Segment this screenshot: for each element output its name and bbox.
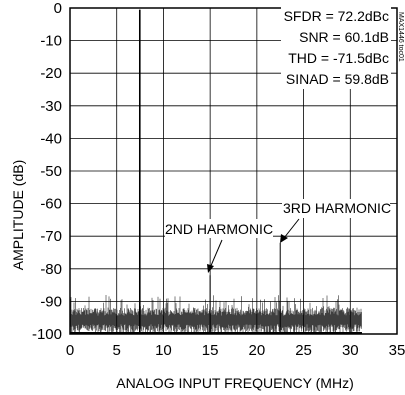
x-tick-label: 5 <box>113 342 121 359</box>
x-tick-label: 0 <box>66 342 74 359</box>
annotation-2nd-arrowhead <box>207 264 214 273</box>
stats-box <box>281 7 391 89</box>
stat-snr: SNR = 60.1dB <box>299 29 389 45</box>
y-tick-labels: 0 -10 -20 -30 -40 -50 -60 -70 -80 -90 -100 <box>32 0 62 343</box>
y-tick-label: -100 <box>32 326 62 343</box>
annotation-3rd-arrowhead <box>280 234 288 243</box>
y-tick-label: -80 <box>40 261 62 278</box>
stat-sfdr: SFDR = 72.2dBc <box>284 8 389 24</box>
x-tick-label: 20 <box>249 342 266 359</box>
y-tick-label: -50 <box>40 163 62 180</box>
x-tick-label: 15 <box>202 342 219 359</box>
y-tick-label: 0 <box>54 0 62 17</box>
part-number: MAX1446 toc01 <box>397 12 404 62</box>
annotation-3rd-bg <box>282 199 390 218</box>
y-tick-label: -20 <box>40 65 62 82</box>
y-tick-label: -40 <box>40 130 62 147</box>
x-axis-label: ANALOG INPUT FREQUENCY (MHz) <box>116 375 354 391</box>
noise-floor-trace <box>69 295 362 334</box>
y-tick-label: -10 <box>40 33 62 50</box>
y-tick-label: -60 <box>40 196 62 213</box>
y-tick-label: -90 <box>40 293 62 310</box>
x-tick-label: 35 <box>389 342 405 359</box>
spectrum-spikes <box>138 9 281 334</box>
x-tick-label: 30 <box>342 342 359 359</box>
y-tick-label: -70 <box>40 228 62 245</box>
plot-frame <box>69 7 398 335</box>
y-axis-label: AMPLITUDE (dB) <box>10 160 26 270</box>
stat-thd: THD = -71.5dBc <box>288 50 389 66</box>
x-tick-label: 10 <box>155 342 172 359</box>
annotation-3rd-arrow <box>283 218 300 239</box>
x-tick-label: 25 <box>295 342 312 359</box>
x-tick-labels: 0 5 10 15 20 25 30 35 <box>66 342 405 359</box>
annotation-2nd-bg <box>165 219 273 238</box>
annotation-3rd-harmonic: 3RD HARMONIC <box>283 200 391 216</box>
annotation-2nd-arrow <box>209 239 223 269</box>
annotation-2nd-harmonic: 2ND HARMONIC <box>165 221 273 237</box>
stat-sinad: SINAD = 59.8dB <box>286 71 389 87</box>
y-tick-label: -30 <box>40 98 62 115</box>
noise-floor <box>69 295 362 334</box>
